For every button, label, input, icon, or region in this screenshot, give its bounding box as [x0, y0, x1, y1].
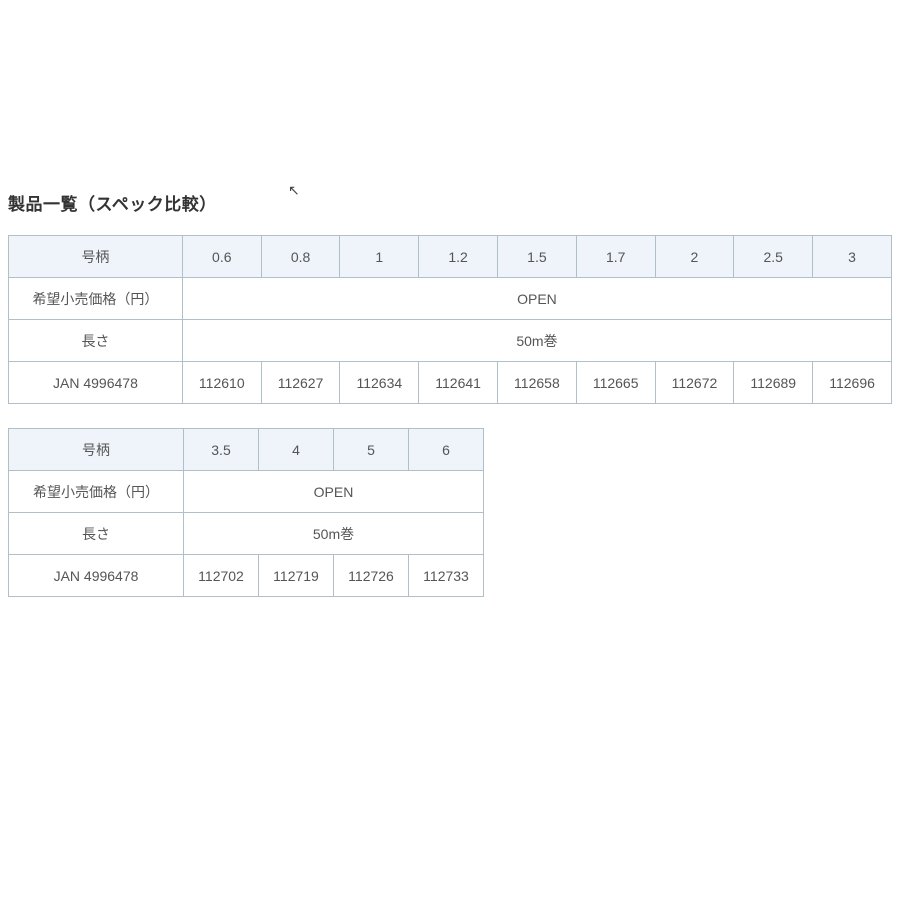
row-label-jan: JAN 4996478	[9, 555, 184, 597]
col-header: 3.5	[184, 429, 259, 471]
table-row: 希望小売価格（円） OPEN	[9, 471, 484, 513]
jan-cell: 112641	[419, 362, 498, 404]
col-header: 2.5	[734, 236, 813, 278]
jan-cell: 112719	[259, 555, 334, 597]
price-value: OPEN	[182, 278, 891, 320]
col-header: 6	[409, 429, 484, 471]
length-value: 50m巻	[182, 320, 891, 362]
col-header: 5	[334, 429, 409, 471]
row-label-price: 希望小売価格（円）	[9, 278, 183, 320]
table-row: 号柄 0.6 0.8 1 1.2 1.5 1.7 2 2.5 3	[9, 236, 892, 278]
jan-cell: 112696	[813, 362, 892, 404]
col-header: 3	[813, 236, 892, 278]
jan-cell: 112627	[261, 362, 340, 404]
jan-cell: 112726	[334, 555, 409, 597]
jan-cell: 112665	[576, 362, 655, 404]
length-value: 50m巻	[184, 513, 484, 555]
col-header: 1	[340, 236, 419, 278]
row-label-length: 長さ	[9, 513, 184, 555]
table-row: 希望小売価格（円） OPEN	[9, 278, 892, 320]
table-row: 長さ 50m巻	[9, 513, 484, 555]
spec-table-1: 号柄 0.6 0.8 1 1.2 1.5 1.7 2 2.5 3 希望小売価格（…	[8, 235, 892, 404]
jan-cell: 112733	[409, 555, 484, 597]
table-row: 号柄 3.5 4 5 6	[9, 429, 484, 471]
jan-cell: 112634	[340, 362, 419, 404]
col-header: 4	[259, 429, 334, 471]
price-value: OPEN	[184, 471, 484, 513]
row-label-length: 長さ	[9, 320, 183, 362]
section-title: 製品一覧（スペック比較）	[8, 190, 892, 215]
jan-cell: 112689	[734, 362, 813, 404]
col-header: 1.5	[498, 236, 577, 278]
table-row: JAN 4996478 112610 112627 112634 112641 …	[9, 362, 892, 404]
table-row: JAN 4996478 112702 112719 112726 112733	[9, 555, 484, 597]
spec-table-2: 号柄 3.5 4 5 6 希望小売価格（円） OPEN 長さ 50m巻 JAN …	[8, 428, 484, 597]
row-label-price: 希望小売価格（円）	[9, 471, 184, 513]
row-label-size: 号柄	[9, 429, 184, 471]
jan-cell: 112658	[498, 362, 577, 404]
jan-cell: 112702	[184, 555, 259, 597]
table-row: 長さ 50m巻	[9, 320, 892, 362]
col-header: 1.2	[419, 236, 498, 278]
col-header: 0.8	[261, 236, 340, 278]
row-label-jan: JAN 4996478	[9, 362, 183, 404]
col-header: 1.7	[576, 236, 655, 278]
jan-cell: 112610	[182, 362, 261, 404]
jan-cell: 112672	[655, 362, 734, 404]
row-label-size: 号柄	[9, 236, 183, 278]
cursor-icon: ↖	[288, 182, 300, 199]
col-header: 0.6	[182, 236, 261, 278]
col-header: 2	[655, 236, 734, 278]
